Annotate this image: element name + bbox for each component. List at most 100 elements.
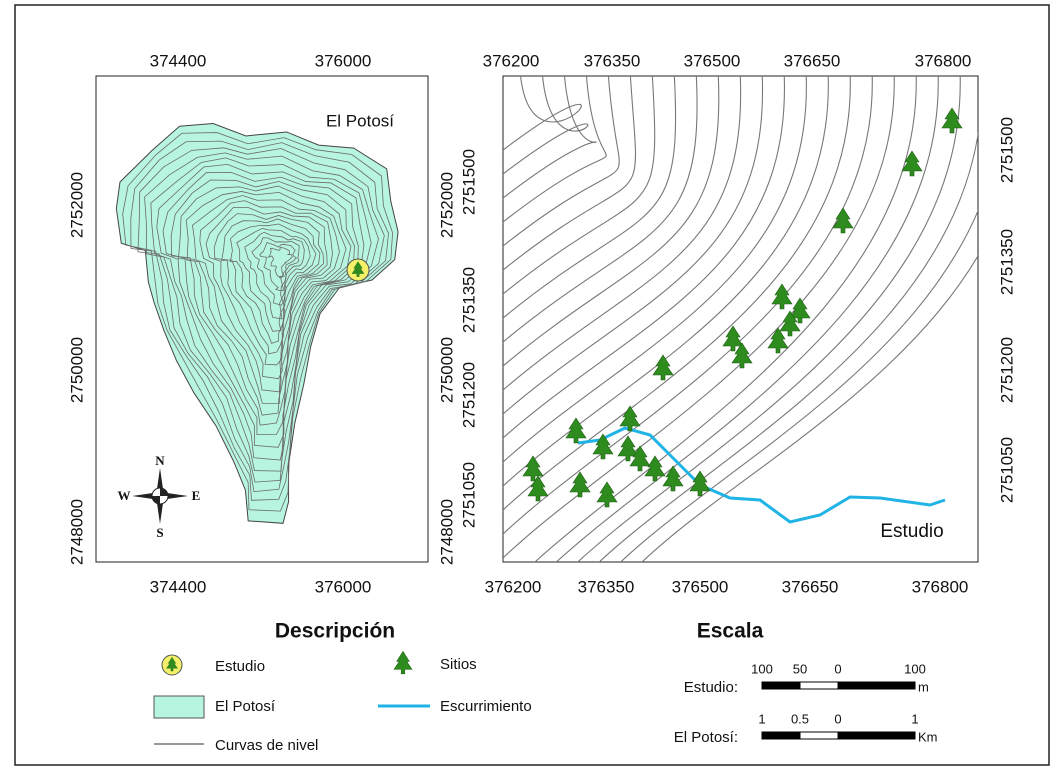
x-tick: 376200: [483, 51, 540, 70]
contour: [503, 76, 851, 511]
scale-segment: [837, 681, 916, 690]
contour: [137, 147, 385, 493]
scale-tick: 50: [793, 661, 807, 676]
x-tick: 376500: [672, 577, 729, 596]
contour: [221, 218, 321, 355]
contour: [503, 76, 895, 559]
scale-title: Escala: [697, 620, 764, 643]
y-tick: 2752000: [437, 172, 456, 238]
contour: [162, 171, 359, 448]
contour: [199, 200, 333, 393]
x-tick: 376800: [912, 577, 969, 596]
y-tick: 2748000: [437, 499, 456, 565]
scale-segment: [761, 731, 801, 740]
x-tick: 376500: [684, 51, 741, 70]
compass-e: E: [192, 488, 201, 503]
y-tick: 2751350: [997, 229, 1016, 295]
contour: [503, 76, 785, 439]
y-tick: 2748000: [67, 499, 86, 565]
legend-label: Escurrimiento: [440, 698, 532, 715]
y-tick: 2750000: [67, 337, 86, 403]
x-tick: 376800: [915, 51, 972, 70]
contour: [619, 208, 978, 562]
contour: [503, 76, 597, 199]
contour: [144, 152, 379, 483]
contour: [503, 76, 677, 319]
x-tick: 376200: [485, 577, 542, 596]
compass-s: S: [156, 525, 163, 540]
scale-tick: 100: [751, 661, 773, 676]
contour: [641, 254, 978, 562]
contour: [503, 76, 589, 175]
y-tick: 2751050: [459, 462, 478, 528]
y-tick: 2751500: [459, 149, 478, 215]
contour: [156, 163, 365, 461]
x-tick: 376650: [784, 51, 841, 70]
y-tick: 2751200: [997, 337, 1016, 403]
contour: [503, 76, 698, 343]
compass: N S E W: [118, 453, 201, 540]
y-tick: 2750000: [437, 337, 456, 403]
contour: [503, 76, 636, 271]
contour: [503, 76, 807, 463]
legend-label: Sitios: [440, 656, 477, 673]
legend-label: Curvas de nivel: [215, 737, 318, 754]
legend-icon: [393, 651, 413, 675]
contour: [229, 223, 317, 344]
contour: [503, 76, 764, 415]
contour: [251, 237, 300, 306]
contour: [503, 76, 720, 367]
scale-tick: 0: [834, 711, 841, 726]
x-tick: 376000: [315, 51, 372, 70]
contour: [259, 242, 297, 291]
contour: [503, 76, 829, 487]
scale-segment: [799, 681, 839, 690]
scale-label: El Potosí:: [674, 729, 738, 746]
scale-segment: [799, 731, 839, 740]
contour: [130, 140, 389, 501]
x-tick: 376000: [315, 577, 372, 596]
scale-tick: 1: [758, 711, 765, 726]
scale-segment: [837, 731, 916, 740]
legend-label: El Potosí: [215, 698, 276, 715]
scale-tick: 1: [911, 711, 918, 726]
potosi-contours: [115, 123, 399, 524]
contour: [598, 130, 978, 562]
scale-label: Estudio:: [684, 679, 738, 696]
outer-border: [14, 4, 1050, 766]
contour: [503, 76, 620, 247]
scale-tick: 0.5: [791, 711, 809, 726]
contour: [503, 76, 607, 223]
y-tick: 2752000: [67, 172, 86, 238]
x-tick: 374400: [150, 577, 207, 596]
legend-label: Estudio: [215, 658, 265, 675]
x-tick: 374400: [150, 51, 207, 70]
compass-w: W: [118, 488, 131, 503]
scale-unit: m: [918, 679, 929, 694]
contour: [150, 157, 372, 472]
contour: [244, 231, 305, 320]
contour: [267, 246, 293, 279]
contour: [503, 76, 742, 391]
y-tick: 2751200: [459, 362, 478, 428]
contour: [205, 207, 328, 380]
contour: [576, 76, 961, 562]
contour: [555, 76, 939, 562]
legend-icon: [153, 695, 205, 719]
contour: [192, 195, 340, 404]
contours: [503, 76, 978, 562]
contour: [236, 227, 311, 332]
scale-tick: 0: [834, 661, 841, 676]
y-tick: 2751350: [459, 267, 478, 333]
contour: [503, 76, 582, 151]
x-tick: 376650: [782, 577, 839, 596]
contour: [122, 132, 393, 512]
x-tick: 376350: [584, 51, 641, 70]
contour: [185, 191, 347, 416]
contour: [534, 76, 917, 562]
scale-tick: 100: [904, 661, 926, 676]
contour: [503, 76, 656, 295]
y-tick: 2751500: [997, 117, 1016, 183]
legend-title: Descripción: [275, 620, 395, 643]
